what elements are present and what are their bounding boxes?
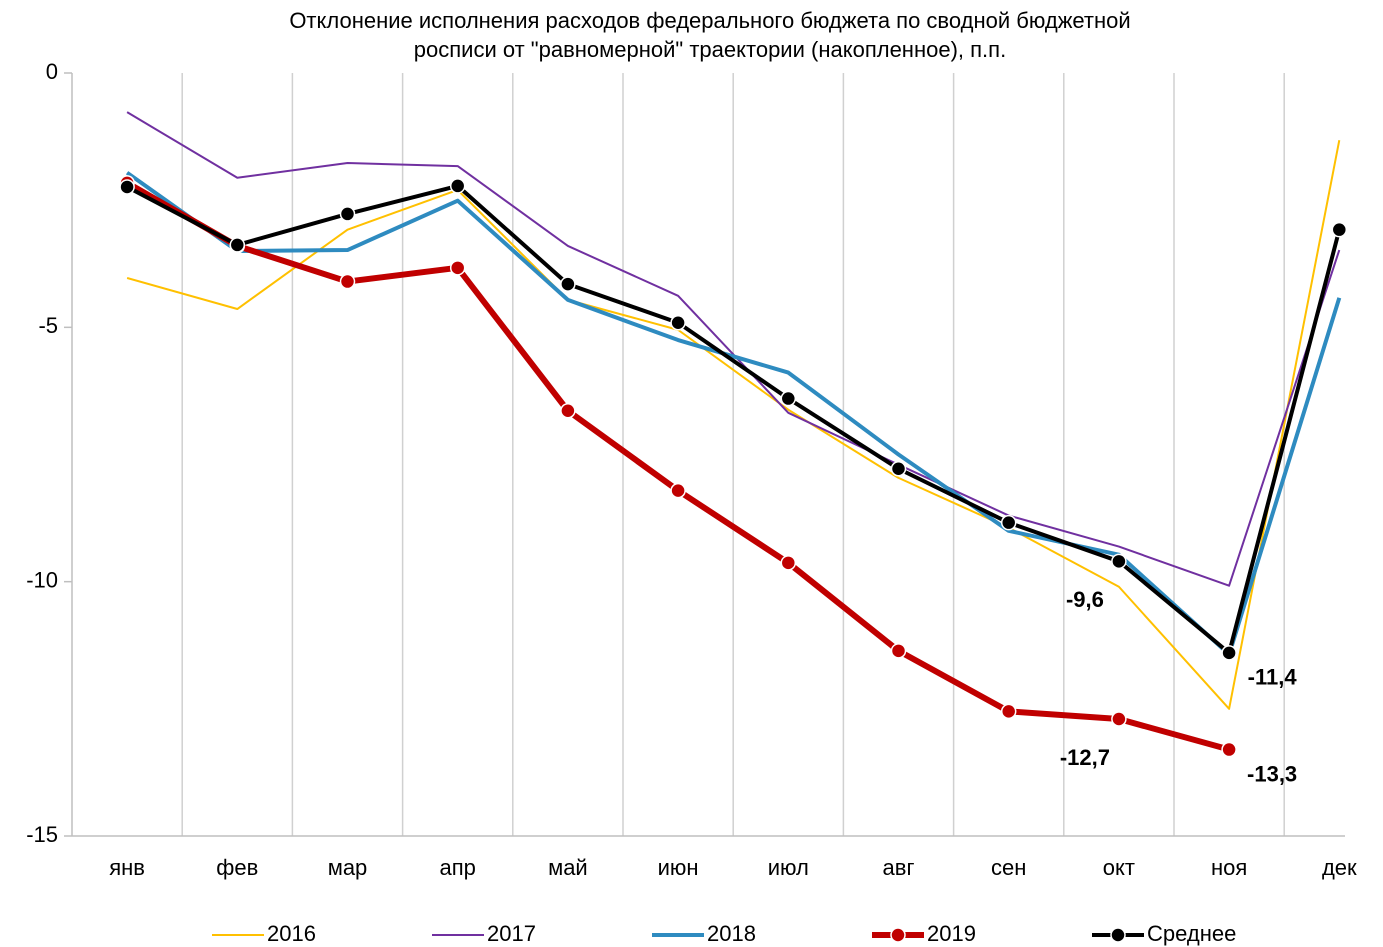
point [1000, 514, 1017, 531]
point [1331, 221, 1348, 238]
x-tick-label: янв [109, 855, 145, 880]
point [119, 179, 135, 195]
x-tick-label: июн [658, 855, 699, 880]
y-tick-label: -10 [26, 567, 58, 592]
series-line [126, 183, 1342, 655]
point [1111, 553, 1127, 570]
legend-label: 2018 [707, 921, 756, 946]
y-tick-label: -15 [26, 822, 58, 847]
point [890, 460, 907, 477]
y-tick-label: 0 [46, 59, 58, 84]
x-tick-label: фев [216, 855, 258, 880]
point [890, 643, 907, 659]
chart-title: росписи от "равномерной" траектории (нак… [414, 37, 1006, 62]
x-tick-label: мар [328, 855, 368, 880]
legend-label: 2017 [487, 921, 536, 946]
point [449, 260, 466, 276]
point [229, 237, 246, 253]
legend-label: 2016 [267, 921, 316, 946]
point [780, 555, 797, 571]
y-tick-label: -5 [38, 313, 58, 338]
point [1221, 645, 1237, 661]
x-tick-label: дек [1322, 855, 1357, 880]
point [560, 403, 576, 419]
legend-marker [1110, 927, 1126, 943]
point [339, 273, 356, 290]
legend-marker [890, 927, 906, 943]
x-tick-label: окт [1103, 855, 1135, 880]
series-line [126, 139, 1341, 710]
point [339, 206, 356, 222]
x-tick-label: сен [991, 855, 1026, 880]
point [780, 390, 797, 407]
point [449, 178, 466, 194]
series-line [125, 171, 1342, 657]
point [1000, 703, 1017, 720]
point [560, 276, 576, 292]
x-tick-label: июл [768, 855, 809, 880]
data-label: -12,7 [1060, 745, 1110, 770]
point [670, 482, 686, 499]
point [670, 315, 686, 331]
x-tick-label: май [548, 855, 588, 880]
legend-label: Среднее [1147, 921, 1236, 946]
point [1221, 741, 1237, 758]
legend-label: 2019 [927, 921, 976, 946]
data-label: -13,3 [1247, 761, 1297, 786]
x-tick-label: авг [883, 855, 915, 880]
chart-title: Отклонение исполнения расходов федеральн… [289, 8, 1130, 33]
data-label: -9,6 [1066, 587, 1104, 612]
data-label: -11,4 [1248, 665, 1298, 690]
x-tick-label: ноя [1211, 855, 1247, 880]
point [1111, 711, 1127, 727]
x-tick-label: апр [440, 855, 476, 880]
